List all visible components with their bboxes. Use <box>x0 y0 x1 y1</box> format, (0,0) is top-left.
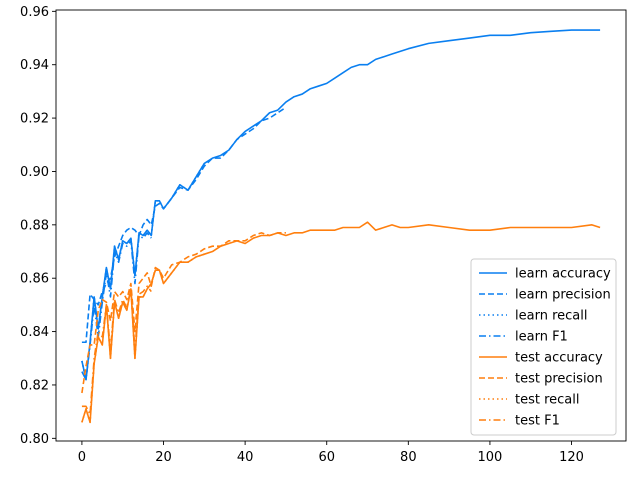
series-line-learn-f1 <box>81 232 152 381</box>
legend-label-test-f1: test F1 <box>515 414 560 429</box>
x-tick-label: 120 <box>559 450 584 465</box>
y-tick-label: 0.80 <box>20 432 49 447</box>
plot-frame <box>55 9 627 442</box>
y-tick-label: 0.84 <box>20 325 49 340</box>
x-tick-label: 20 <box>155 450 172 465</box>
series-line-test-precision <box>81 232 286 394</box>
x-tick-label: 0 <box>78 450 86 465</box>
y-tick-label: 0.86 <box>20 272 49 287</box>
y-tick-label: 0.92 <box>20 112 49 127</box>
series-line-test-f1 <box>81 285 152 416</box>
plot-area <box>81 29 601 424</box>
y-tick-label: 0.88 <box>20 218 49 233</box>
x-tick-label: 80 <box>400 450 417 465</box>
x-tick-label: 40 <box>237 450 254 465</box>
legend-label-learn-recall: learn recall <box>515 309 587 324</box>
legend-label-learn-precision: learn precision <box>515 288 611 303</box>
y-tick-label: 0.82 <box>20 378 49 393</box>
legend-box <box>470 258 617 436</box>
legend-label-learn-accuracy: learn accuracy <box>515 267 611 282</box>
x-tick-label: 60 <box>318 450 335 465</box>
series-layer <box>81 29 601 424</box>
legend-label-test-precision: test precision <box>515 372 603 387</box>
series-line-learn-precision <box>81 106 287 344</box>
legend-label-test-accuracy: test accuracy <box>515 351 603 366</box>
y-tick-label: 0.90 <box>20 165 49 180</box>
y-tick-label: 0.94 <box>20 58 49 73</box>
series-line-learn-accuracy <box>81 29 601 381</box>
legend-label-learn-f1: learn F1 <box>515 330 568 345</box>
x-tick-label: 100 <box>478 450 503 465</box>
legend-label-test-recall: test recall <box>515 393 580 408</box>
y-tick-label: 0.96 <box>20 5 49 20</box>
legend: learn accuracy learn precision learn recal… <box>470 258 617 436</box>
axes-layer: 0 20 40 60 80 100 120 0.80 0.82 0.84 0.86 0.88 0.90 0… <box>20 5 627 465</box>
